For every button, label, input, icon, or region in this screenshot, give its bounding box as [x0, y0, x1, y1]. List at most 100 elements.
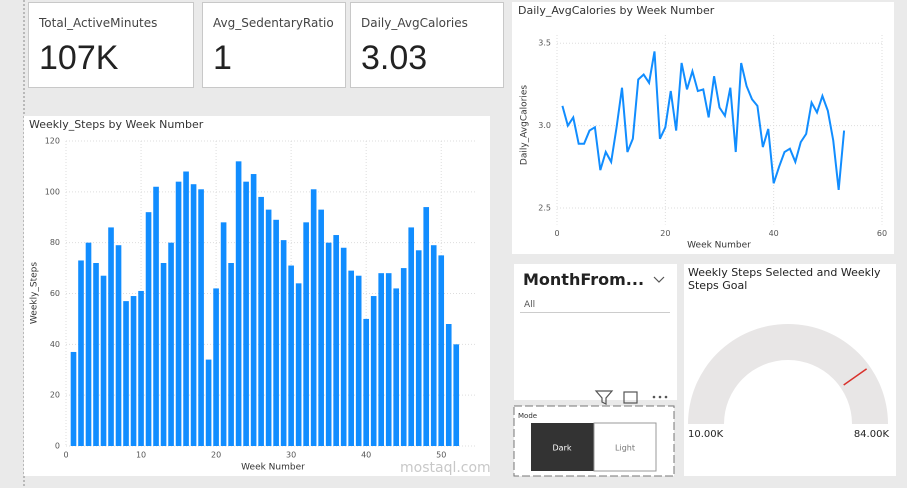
bar	[303, 222, 309, 446]
bar	[85, 242, 92, 446]
x-tick-label: 10	[136, 451, 146, 460]
card-value: 1	[213, 39, 232, 77]
kpi-card: Total_ActiveMinutes 107K	[28, 2, 194, 88]
bar	[108, 227, 114, 446]
y-tick-label: 3.5	[538, 39, 551, 48]
y-tick-label: 3.0	[538, 121, 551, 130]
x-tick-label: 0	[63, 451, 68, 460]
dropdown-chevron[interactable]	[653, 276, 665, 283]
gauge-arc	[688, 324, 888, 424]
y-tick-label: 0	[55, 442, 60, 451]
bar	[445, 324, 452, 446]
mode-option[interactable]: Light	[615, 444, 635, 453]
bar	[415, 250, 422, 446]
bar	[228, 263, 234, 446]
slicer-panel	[514, 264, 677, 400]
bar	[265, 209, 272, 446]
y-tick-label: 60	[50, 289, 60, 298]
x-tick-label: 60	[877, 229, 887, 238]
card-value: 3.03	[361, 39, 428, 77]
bar	[145, 212, 152, 446]
focus-icon[interactable]	[623, 391, 638, 404]
bar	[198, 189, 204, 446]
bar	[258, 196, 264, 446]
bar	[333, 235, 339, 446]
x-tick-label: 40	[769, 229, 779, 238]
bar	[190, 184, 197, 447]
bar	[273, 219, 279, 446]
dark-option[interactable]	[531, 423, 594, 471]
x-tick-label: 40	[361, 451, 371, 460]
slicer-dropdown[interactable]: All	[520, 297, 670, 313]
x-tick-label: 20	[660, 229, 670, 238]
bar	[453, 344, 460, 446]
bar	[340, 247, 347, 446]
light-option[interactable]	[593, 422, 657, 472]
bar	[78, 260, 84, 446]
bar	[70, 351, 77, 446]
bar	[438, 255, 445, 446]
bar	[325, 242, 332, 446]
bar	[100, 275, 107, 446]
more-icon[interactable]	[652, 395, 668, 399]
card-value: 107K	[39, 39, 119, 77]
y-tick-label: 20	[50, 391, 60, 400]
bar	[393, 288, 400, 446]
gauge-title: Weekly Steps Selected and Weekly Steps G…	[688, 266, 881, 292]
gauge-min-label: 10.00K	[688, 429, 724, 440]
gauge-target	[843, 368, 868, 386]
bar	[288, 265, 294, 446]
chart-title: Daily_AvgCalories by Week Number	[518, 4, 715, 17]
card-label: Daily_AvgCalories	[361, 16, 468, 30]
bar	[423, 207, 430, 446]
filter-icon[interactable]	[594, 390, 614, 405]
bar	[408, 227, 415, 446]
bar	[430, 245, 437, 446]
bar	[220, 222, 227, 446]
bar	[250, 174, 257, 446]
watermark: mostaql.com	[400, 460, 491, 476]
bar	[400, 268, 407, 446]
bar	[363, 318, 369, 446]
bar	[235, 161, 242, 447]
bar	[168, 242, 174, 446]
line-series	[561, 51, 846, 191]
bar	[348, 270, 354, 446]
bar	[318, 209, 324, 446]
kpi-card: Daily_AvgCalories 3.03	[350, 2, 504, 88]
bar	[310, 189, 317, 446]
line-panel	[512, 2, 894, 254]
bar	[205, 359, 212, 446]
mode-title: Mode	[518, 412, 537, 420]
bar	[115, 245, 122, 446]
x-tick-label: 0	[554, 229, 559, 238]
y-axis-label: Daily_AvgCalories	[520, 85, 530, 165]
bar	[93, 263, 99, 446]
x-tick-label: 20	[211, 451, 221, 460]
bar	[213, 288, 219, 446]
y-tick-label: 40	[50, 340, 60, 349]
card-label: Avg_SedentaryRatio	[213, 16, 334, 30]
kpi-card: Avg_SedentaryRatio 1	[202, 2, 346, 88]
slicer-title: MonthFrom...	[523, 270, 645, 289]
bar	[183, 171, 189, 446]
mode-option[interactable]: Dark	[553, 444, 572, 453]
bar	[355, 275, 362, 446]
y-tick-label: 120	[45, 137, 60, 146]
visual-icons[interactable]	[594, 276, 665, 405]
chart-title: Weekly_Steps by Week Number	[29, 118, 204, 131]
bar	[160, 263, 167, 446]
gauge-max-label: 84.00K	[854, 429, 890, 440]
bar	[138, 290, 144, 446]
x-axis-label: Week Number	[687, 241, 751, 251]
bar	[295, 283, 302, 446]
bar	[385, 273, 392, 446]
bar	[280, 240, 287, 446]
bar	[243, 181, 249, 446]
x-tick-label: 50	[436, 451, 446, 460]
card-label: Total_ActiveMinutes	[39, 16, 158, 30]
y-tick-label: 2.5	[538, 204, 551, 213]
x-tick-label: 30	[286, 451, 296, 460]
